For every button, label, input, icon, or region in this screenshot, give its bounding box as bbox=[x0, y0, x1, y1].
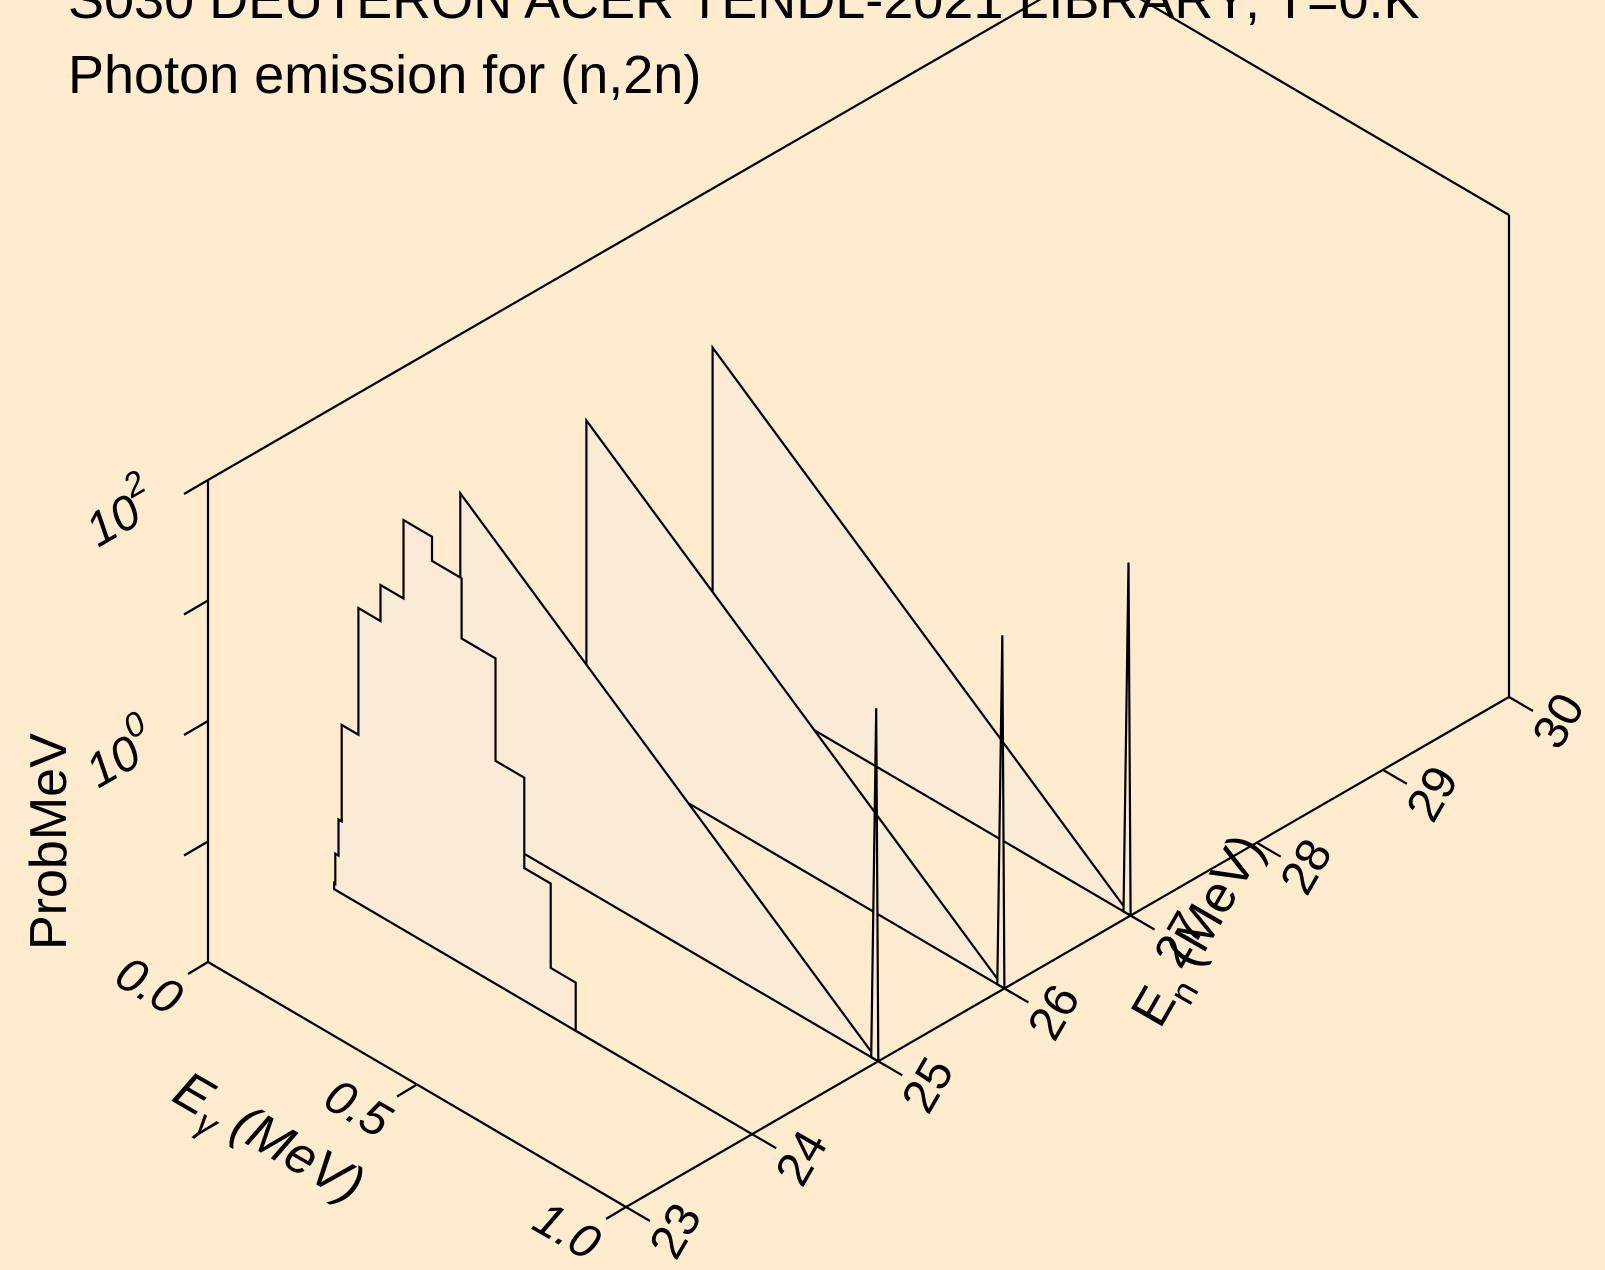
y-tick-label-5: 28 bbox=[1270, 830, 1343, 903]
back-top-edge bbox=[207, 0, 1042, 481]
y-tick-5 bbox=[1256, 841, 1282, 858]
x-tick-label-1: 0.5 bbox=[316, 1069, 401, 1148]
spike-base-en-25 bbox=[869, 1055, 888, 1068]
y-tick-7 bbox=[1508, 696, 1534, 712]
z-tick-label-1: 102 bbox=[77, 463, 152, 558]
y-tick-label-1: 24 bbox=[766, 1122, 839, 1195]
y-tick-label-6: 29 bbox=[1396, 758, 1469, 831]
spike-en-27 bbox=[1122, 562, 1132, 918]
x-tick-label-2: 1.0 bbox=[525, 1192, 610, 1270]
y-axis-line bbox=[625, 696, 1510, 1208]
y-tick-0 bbox=[625, 1206, 651, 1222]
spectrum-en-27 bbox=[711, 344, 1132, 917]
spike-base-en-27 bbox=[1121, 909, 1140, 922]
z-tick-label-0: 100 bbox=[77, 704, 152, 799]
y-tick-label-3: 26 bbox=[1018, 976, 1091, 1049]
x-tick-1 bbox=[396, 1083, 418, 1098]
y-tick-label-0: 23 bbox=[640, 1195, 713, 1268]
z-axis-label: ProbMeV bbox=[20, 733, 78, 950]
y-tick-label-2: 25 bbox=[892, 1049, 965, 1122]
z-tick-0 bbox=[183, 720, 209, 736]
spectrum-en-26 bbox=[585, 417, 1006, 990]
y-axis-label: En (MeV) bbox=[1120, 825, 1284, 1041]
x-tick-label-0: 0.0 bbox=[107, 947, 192, 1026]
chart-title: S030 DEUTERON ACER TENDL-2021 LIBRARY; T… bbox=[68, 0, 1420, 30]
y-tick-1 bbox=[751, 1133, 777, 1150]
chart-subtitle: Photon emission for (n,2n) bbox=[68, 45, 701, 105]
y-axis-label-text: En (MeV) bbox=[1120, 825, 1284, 1041]
right-top-edge bbox=[1140, 0, 1510, 216]
y-tick-6 bbox=[1382, 768, 1408, 785]
x-tick-2 bbox=[605, 1206, 627, 1220]
x-tick-0 bbox=[187, 961, 209, 975]
y-tick-label-7: 30 bbox=[1523, 685, 1596, 758]
y-axis-label-unit: (MeV) bbox=[1148, 825, 1276, 989]
z-tick-1 bbox=[183, 599, 209, 616]
z-tick-2 bbox=[183, 479, 209, 495]
spectrum-en-24 bbox=[333, 518, 577, 1033]
spike-base-en-26 bbox=[995, 982, 1014, 995]
z-tick--1 bbox=[183, 840, 209, 857]
spectrum-baseline-en-24 bbox=[575, 1029, 753, 1136]
